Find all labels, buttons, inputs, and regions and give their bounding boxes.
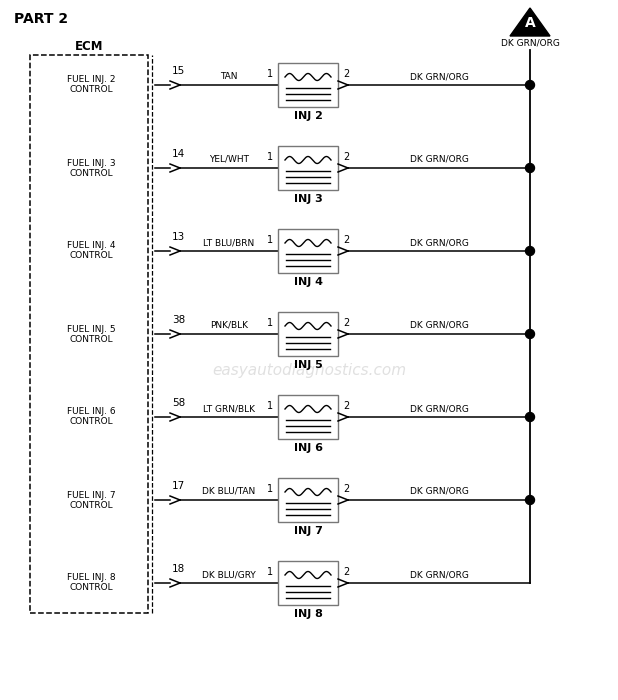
- Text: 1: 1: [267, 567, 273, 577]
- Polygon shape: [510, 8, 550, 36]
- Text: CONTROL: CONTROL: [69, 417, 113, 426]
- Text: 2: 2: [343, 69, 349, 79]
- Text: FUEL INJ. 3: FUEL INJ. 3: [67, 158, 116, 167]
- Text: FUEL INJ. 8: FUEL INJ. 8: [67, 573, 116, 582]
- Text: CONTROL: CONTROL: [69, 85, 113, 94]
- Text: TAN: TAN: [220, 72, 238, 81]
- Text: FUEL INJ. 5: FUEL INJ. 5: [67, 325, 116, 333]
- Text: DK BLU/GRY: DK BLU/GRY: [202, 570, 256, 579]
- Text: 1: 1: [267, 484, 273, 494]
- Text: INJ 8: INJ 8: [294, 609, 323, 619]
- Text: 1: 1: [267, 318, 273, 328]
- Text: YEL/WHT: YEL/WHT: [209, 155, 249, 164]
- Text: DK BLU/TAN: DK BLU/TAN: [202, 487, 256, 496]
- Bar: [278, 312, 338, 356]
- Text: A: A: [525, 16, 535, 30]
- Bar: [278, 63, 338, 107]
- Text: 1: 1: [267, 401, 273, 411]
- Text: 1: 1: [267, 152, 273, 162]
- Text: 38: 38: [172, 315, 185, 325]
- Bar: [278, 229, 338, 273]
- Circle shape: [525, 412, 535, 421]
- Text: 14: 14: [172, 149, 185, 159]
- Text: 1: 1: [267, 235, 273, 245]
- Text: 1: 1: [267, 69, 273, 79]
- Text: 13: 13: [172, 232, 185, 242]
- Text: 2: 2: [343, 235, 349, 245]
- Text: CONTROL: CONTROL: [69, 335, 113, 344]
- Text: INJ 3: INJ 3: [294, 194, 323, 204]
- Circle shape: [525, 164, 535, 172]
- Text: CONTROL: CONTROL: [69, 584, 113, 592]
- Text: FUEL INJ. 6: FUEL INJ. 6: [67, 407, 116, 416]
- Text: DK GRN/ORG: DK GRN/ORG: [410, 72, 468, 81]
- Text: DK GRN/ORG: DK GRN/ORG: [410, 404, 468, 413]
- Circle shape: [525, 80, 535, 90]
- Text: INJ 4: INJ 4: [294, 277, 323, 287]
- Text: CONTROL: CONTROL: [69, 169, 113, 178]
- Text: DK GRN/ORG: DK GRN/ORG: [410, 570, 468, 579]
- Text: LT BLU/BRN: LT BLU/BRN: [203, 238, 255, 247]
- Text: 15: 15: [172, 66, 185, 76]
- Bar: [278, 561, 338, 605]
- Text: 2: 2: [343, 318, 349, 328]
- Text: 17: 17: [172, 481, 185, 491]
- Bar: [278, 146, 338, 190]
- Text: 18: 18: [172, 564, 185, 574]
- Text: DK GRN/ORG: DK GRN/ORG: [410, 487, 468, 496]
- Text: INJ 7: INJ 7: [294, 526, 323, 536]
- Text: CONTROL: CONTROL: [69, 251, 113, 260]
- Circle shape: [525, 330, 535, 339]
- Text: DK GRN/ORG: DK GRN/ORG: [410, 238, 468, 247]
- Text: INJ 6: INJ 6: [294, 443, 323, 453]
- Text: DK GRN/ORG: DK GRN/ORG: [501, 39, 559, 48]
- Text: ECM: ECM: [75, 40, 103, 53]
- Text: FUEL INJ. 7: FUEL INJ. 7: [67, 491, 116, 500]
- Text: FUEL INJ. 2: FUEL INJ. 2: [67, 76, 115, 85]
- Text: DK GRN/ORG: DK GRN/ORG: [410, 155, 468, 164]
- Bar: [30, 55, 148, 613]
- Bar: [278, 395, 338, 439]
- Text: 2: 2: [343, 152, 349, 162]
- Text: 2: 2: [343, 484, 349, 494]
- Text: LT GRN/BLK: LT GRN/BLK: [203, 404, 255, 413]
- Text: easyautodiagnostics.com: easyautodiagnostics.com: [212, 363, 406, 377]
- Text: PART 2: PART 2: [14, 12, 68, 26]
- Text: CONTROL: CONTROL: [69, 500, 113, 510]
- Text: INJ 5: INJ 5: [294, 360, 323, 370]
- Bar: [278, 478, 338, 522]
- Circle shape: [525, 246, 535, 256]
- Text: 58: 58: [172, 398, 185, 408]
- Text: INJ 2: INJ 2: [294, 111, 323, 121]
- Text: DK GRN/ORG: DK GRN/ORG: [410, 321, 468, 330]
- Text: FUEL INJ. 4: FUEL INJ. 4: [67, 241, 115, 251]
- Text: 2: 2: [343, 567, 349, 577]
- Circle shape: [525, 496, 535, 505]
- Text: 2: 2: [343, 401, 349, 411]
- Text: PNK/BLK: PNK/BLK: [210, 321, 248, 330]
